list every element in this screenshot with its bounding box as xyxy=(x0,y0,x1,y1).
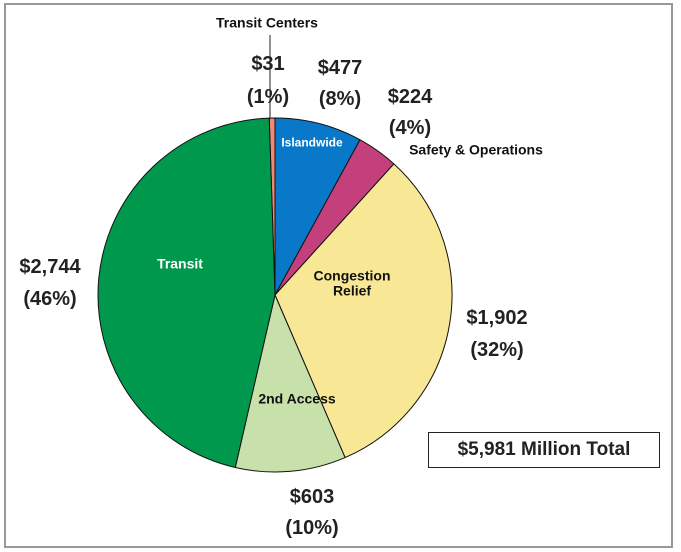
percent-label: (4%) xyxy=(388,117,432,139)
slice-name: Congestion Relief xyxy=(313,267,391,299)
percent-label: (46%) xyxy=(23,288,77,310)
percent-label: (32%) xyxy=(470,339,524,361)
pie-slice xyxy=(97,117,276,469)
value-label: $1,902 xyxy=(466,307,528,329)
value-label: $477 xyxy=(317,57,363,79)
slice-name: Transit Centers xyxy=(216,14,318,31)
value-label: $224 xyxy=(387,86,433,108)
slice-name: Safety & Operations xyxy=(409,141,543,158)
percent-label: (1%) xyxy=(246,86,290,108)
slice-name: 2nd Access xyxy=(258,390,336,407)
pie-slice xyxy=(274,117,361,296)
frame xyxy=(4,3,673,548)
pie-slice xyxy=(234,293,346,473)
percent-label: (8%) xyxy=(318,88,362,110)
percent-label: (10%) xyxy=(285,517,339,539)
total-label: $5,981 Million Total xyxy=(428,432,660,468)
slice-name: Transit xyxy=(157,255,203,272)
pie-slice xyxy=(274,163,453,459)
value-label: $31 xyxy=(251,53,285,75)
value-label: $2,744 xyxy=(19,256,81,278)
slice-name: Islandwide xyxy=(281,135,343,150)
value-label: $603 xyxy=(289,486,335,508)
